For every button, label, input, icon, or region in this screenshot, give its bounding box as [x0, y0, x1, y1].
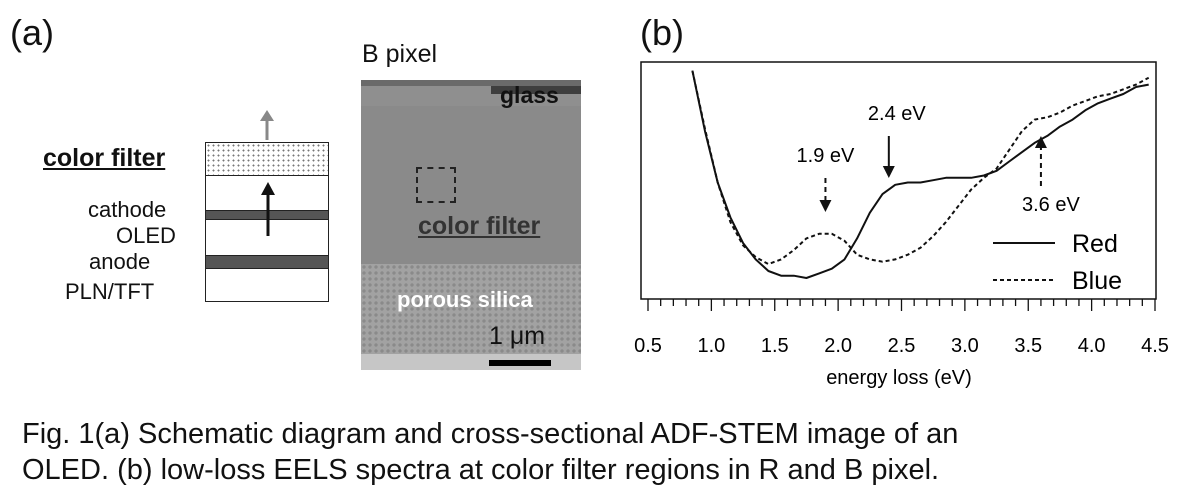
porous-silica-region — [361, 264, 581, 354]
series-line-blue — [691, 70, 1150, 266]
x-tick-label: 4.0 — [1078, 335, 1106, 357]
caption-line-1: Fig. 1(a) Schematic diagram and cross-se… — [22, 418, 959, 450]
caption-line-2: OLED. (b) low-loss EELS spectra at color… — [22, 454, 940, 486]
annotation-arrow-head — [819, 200, 832, 212]
x-axis-label: energy loss (eV) — [826, 367, 972, 389]
x-tick-label: 4.5 — [1141, 335, 1169, 357]
stem-image: glass color filter porous silica 1 μm — [361, 80, 581, 370]
analysis-region-box — [416, 167, 456, 203]
legend-label-red: Red — [1072, 230, 1118, 258]
schematic-label-oled: OLED — [116, 223, 176, 248]
annotation-arrow-head — [882, 166, 895, 178]
emission-arrow-icon — [260, 110, 274, 140]
porous-silica-label: porous silica — [397, 287, 533, 312]
top-edge — [361, 80, 581, 86]
annotation-label: 2.4 eV — [868, 103, 926, 125]
scale-bar-label: 1 μm — [489, 322, 546, 350]
x-tick-label: 1.0 — [697, 335, 725, 357]
x-tick-label: 3.0 — [951, 335, 979, 357]
annotation-label: 3.6 eV — [1022, 194, 1080, 216]
eels-chart: 0.5 1.0 1.5 2.0 2.5 3.0 3.5 4.0 4.5 1.9 eV 2.4 eV… — [634, 61, 1169, 389]
x-tick-label: 2.0 — [824, 335, 852, 357]
schematic-label-cathode: cathode — [88, 197, 167, 222]
x-tick-label: 1.5 — [761, 335, 789, 357]
glass-label: glass — [500, 82, 559, 108]
pln-tft-layer — [205, 268, 329, 302]
schematic-label-pln-tft: PLN/TFT — [65, 279, 155, 304]
plot-frame — [640, 61, 1157, 300]
schematic-label-color-filter: color filter — [43, 144, 166, 172]
series-line-red — [691, 70, 1149, 279]
light-arrow-icon — [261, 182, 275, 236]
stem-title: B pixel — [362, 40, 438, 68]
color-filter-label: color filter — [418, 212, 541, 240]
color-filter-layer — [205, 142, 329, 176]
legend-label-blue: Blue — [1072, 267, 1122, 295]
schematic-label-anode: anode — [89, 249, 151, 274]
scale-bar — [489, 360, 551, 366]
annotation-arrow-head — [1034, 136, 1047, 148]
bottom-band — [361, 354, 581, 370]
x-tick-label: 3.5 — [1014, 335, 1042, 357]
annotation-label: 1.9 eV — [797, 145, 855, 167]
panel-b-label: (b) — [640, 12, 684, 53]
panel-a-label: (a) — [10, 12, 54, 53]
x-tick-label: 0.5 — [634, 335, 662, 357]
color-filter-region — [361, 106, 581, 264]
x-tick-label: 2.5 — [888, 335, 916, 357]
